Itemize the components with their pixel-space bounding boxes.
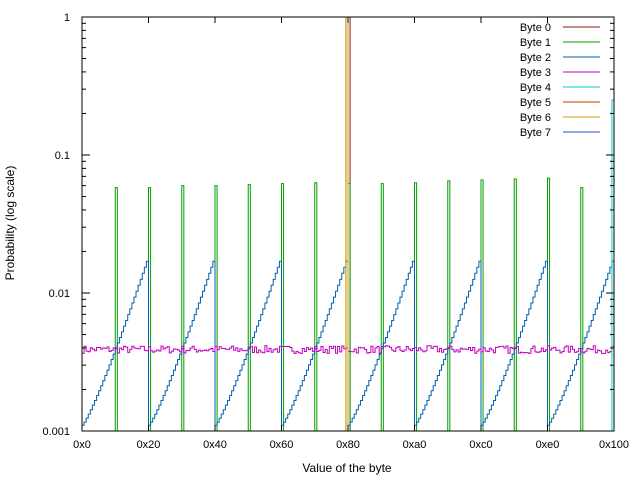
series-line-1 bbox=[114, 177, 584, 431]
legend-label-2: Byte 2 bbox=[520, 52, 551, 64]
y-tick-label: 0.1 bbox=[55, 150, 70, 162]
legend-label-3: Byte 3 bbox=[520, 67, 551, 79]
x-tick-label: 0x0 bbox=[73, 439, 91, 451]
x-tick-label: 0x80 bbox=[336, 439, 360, 451]
x-axis-label: Value of the byte bbox=[302, 461, 392, 475]
x-tick-label: 0x100 bbox=[599, 439, 629, 451]
series-layer bbox=[82, 16, 615, 431]
y-tick-label: 0.001 bbox=[42, 426, 70, 438]
legend: Byte 0 Byte 1 Byte 2 Byte 3 Byte 4 Byte 5 Byte… bbox=[520, 22, 600, 139]
legend-label-4: Byte 4 bbox=[520, 82, 551, 94]
y-axis-label: Probability (log scale) bbox=[3, 166, 17, 281]
series-line-6 bbox=[345, 16, 349, 431]
x-tick-label: 0xc0 bbox=[469, 439, 492, 451]
legend-label-1: Byte 1 bbox=[520, 37, 551, 49]
x-tick-label: 0xe0 bbox=[536, 439, 560, 451]
legend-label-5: Byte 5 bbox=[520, 97, 551, 109]
axes-layer: 0x0 0x20 0x40 0x60 0x80 0xa0 0xc0 0xe0 0x100 1 0.1… bbox=[42, 12, 629, 451]
y-tick-label: 1 bbox=[64, 12, 70, 24]
x-tick-label: 0xa0 bbox=[403, 439, 427, 451]
x-tick-label: 0x40 bbox=[203, 439, 227, 451]
x-tick-label: 0x60 bbox=[270, 439, 294, 451]
x-tick-label: 0x20 bbox=[137, 439, 161, 451]
y-tick-label: 0.01 bbox=[49, 288, 70, 300]
legend-label-6: Byte 6 bbox=[520, 112, 551, 124]
legend-label-0: Byte 0 bbox=[520, 22, 551, 34]
legend-label-7: Byte 7 bbox=[520, 127, 551, 139]
